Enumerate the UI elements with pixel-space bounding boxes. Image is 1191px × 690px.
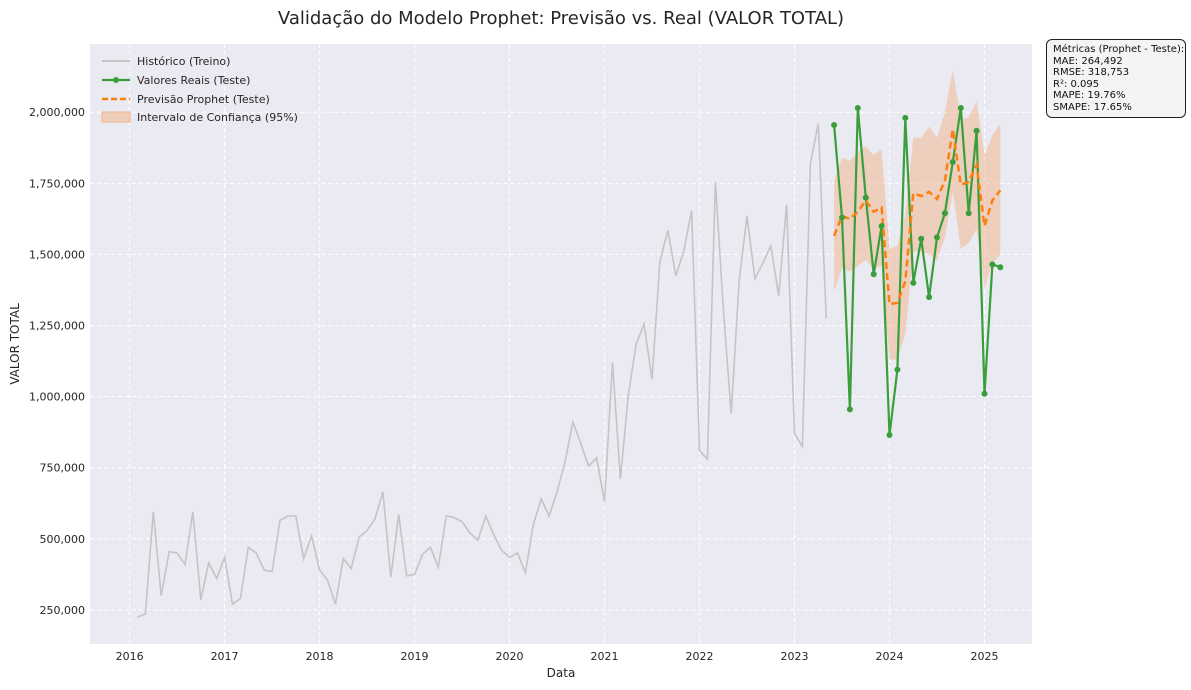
- y-tick-label: 1,000,000: [29, 391, 85, 404]
- chart-title: Validação do Modelo Prophet: Previsão vs…: [278, 8, 844, 29]
- actual-data-point: [973, 127, 980, 134]
- x-tick-label: 2017: [211, 650, 239, 663]
- legend-swatch-interval: [101, 111, 131, 123]
- metric-rmse: RMSE: 318,753: [1053, 67, 1130, 78]
- actual-data-point: [831, 122, 838, 128]
- actual-data-point: [997, 264, 1004, 271]
- x-tick-label: 2016: [116, 650, 144, 663]
- plot-area: [90, 44, 1032, 644]
- metric-smape: SMAPE: 17.65%: [1053, 101, 1132, 113]
- y-tick-label: 750,000: [40, 462, 86, 475]
- actual-data-point: [949, 159, 956, 165]
- series-lines-layer: [137, 107, 1002, 618]
- metric-mae: MAE: 264,492: [1053, 55, 1123, 67]
- metrics-box: Métricas (Prophet - Teste): MAE: 264,492…: [1046, 39, 1186, 118]
- y-tick-label: 2,000,000: [29, 106, 85, 119]
- actual-data-point: [981, 390, 988, 397]
- legend-label-history: Histórico (Treino): [137, 55, 230, 68]
- history-series-line: [137, 123, 827, 618]
- actual-data-point: [918, 235, 925, 242]
- legend-label-interval: Intervalo de Confiança (95%): [137, 111, 298, 124]
- x-tick-label: 2018: [306, 650, 334, 663]
- actual-data-point: [878, 223, 885, 229]
- actual-data-point: [886, 432, 893, 438]
- x-tick-label: 2025: [971, 650, 999, 663]
- legend-marker-actual: [113, 77, 119, 83]
- x-tick-label: 2023: [781, 650, 809, 663]
- x-tick-label: 2019: [401, 650, 429, 663]
- x-tick-label: 2021: [591, 650, 619, 663]
- actual-data-point: [934, 234, 940, 241]
- actual-data-point: [862, 194, 869, 201]
- legend: Histórico (Treino) Valores Reais (Teste)…: [101, 55, 298, 124]
- metric-mape: MAPE: 19.76%: [1053, 90, 1126, 101]
- y-tick-label: 1,500,000: [29, 248, 85, 261]
- x-tick-label: 2024: [876, 650, 904, 663]
- legend-label-actual: Valores Reais (Teste): [137, 74, 250, 87]
- metrics-title: Métricas (Prophet - Teste):: [1053, 44, 1185, 55]
- actual-data-point: [846, 406, 853, 413]
- confidence-interval-band: [834, 69, 1001, 360]
- y-tick-label: 250,000: [40, 604, 86, 617]
- x-tick-labels: 2016 2017 2018 2019 2020 2021 2022 2023 2024 2025: [116, 650, 999, 663]
- y-tick-labels: 250,000 500,000 750,000 1,000,000 1,250,000 1…: [29, 106, 85, 617]
- confidence-band-layer: [834, 69, 1001, 360]
- forecast-series-line: [832, 129, 1002, 306]
- actual-data-point: [989, 261, 996, 268]
- series-points-layer: [831, 105, 1004, 438]
- y-tick-label: 1,750,000: [29, 177, 85, 190]
- actual-data-point: [902, 114, 909, 121]
- actual-data-point: [965, 210, 972, 217]
- actual-data-point: [854, 105, 861, 111]
- actual-data-point: [894, 366, 901, 373]
- legend-label-forecast: Previsão Prophet (Teste): [137, 93, 270, 106]
- y-tick-label: 500,000: [40, 533, 86, 546]
- metric-r2: R²: 0.095: [1053, 78, 1100, 90]
- actual-data-point: [870, 271, 877, 278]
- x-axis-label: Data: [547, 666, 576, 680]
- actual-data-point: [926, 294, 933, 301]
- actual-data-point: [941, 210, 948, 217]
- x-tick-label: 2022: [686, 650, 714, 663]
- x-tick-label: 2020: [496, 650, 524, 663]
- actual-data-point: [910, 279, 917, 286]
- y-tick-label: 1,250,000: [29, 320, 85, 333]
- actual-data-point: [957, 105, 964, 111]
- y-axis-label: VALOR TOTAL: [8, 303, 22, 385]
- actual-data-point: [839, 214, 845, 221]
